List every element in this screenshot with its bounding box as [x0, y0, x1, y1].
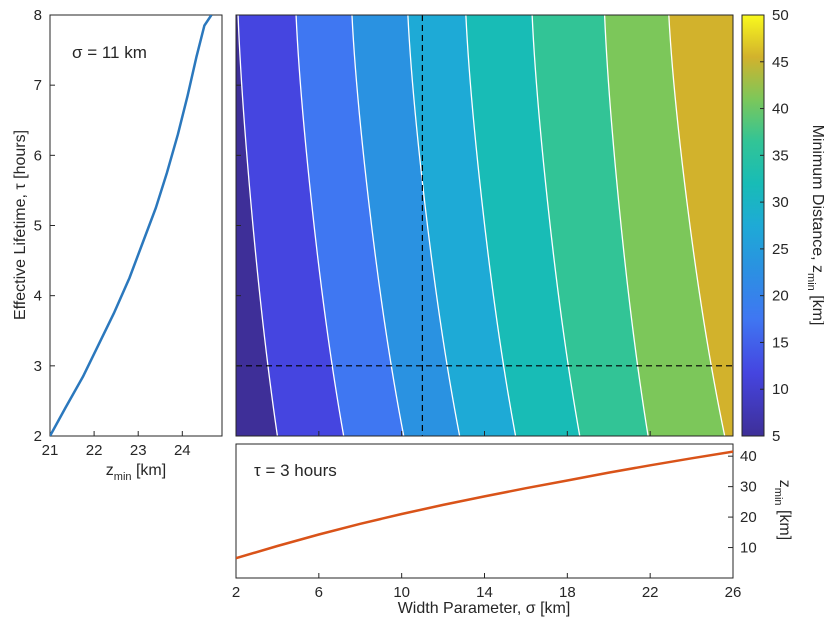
- left-ytick-label: 5: [34, 218, 42, 235]
- main-contours: [237, 15, 726, 436]
- colorbar-tick-label: 50: [772, 7, 789, 24]
- colorbar-tick-label: 40: [772, 101, 789, 118]
- contour-line: [603, 15, 649, 436]
- left-annotation: σ = 11 km: [72, 43, 147, 62]
- left-ytick-label: 7: [34, 77, 42, 94]
- left-series-line: [50, 15, 213, 436]
- contour-line: [237, 15, 279, 436]
- bottom-xtick-label: 14: [476, 584, 493, 601]
- heatmap-band: [532, 15, 649, 436]
- contour-line: [465, 15, 517, 436]
- left-xlabel: zmin [km]: [106, 462, 166, 483]
- heatmap-band: [604, 15, 725, 436]
- heatmap-band: [238, 15, 344, 436]
- bottom-annotation: τ = 3 hours: [254, 461, 337, 480]
- colorbar-label: Minimum Distance, zmin [km]: [805, 125, 824, 326]
- left-xtick-label: 22: [86, 442, 103, 459]
- left-xtick-label: 21: [42, 442, 59, 459]
- main-bands: [236, 15, 733, 436]
- left-ytick-label: 2: [34, 428, 42, 445]
- left-ytick-label: 3: [34, 358, 42, 375]
- left-ytick-label: 4: [34, 288, 42, 305]
- bottom-xtick-label: 10: [393, 584, 410, 601]
- colorbar-tick-label: 25: [772, 241, 789, 258]
- bottom-ytick-label: 10: [740, 540, 757, 557]
- heatmap-band: [236, 15, 278, 436]
- heatmap-band: [407, 15, 516, 436]
- contour-line: [668, 15, 726, 436]
- colorbar-gradient: [741, 14, 765, 437]
- colorbar-tick-label: 15: [772, 334, 789, 351]
- heatmap-band: [668, 15, 733, 436]
- bottom-ytick-label: 20: [740, 509, 757, 526]
- bottom-xtick-label: 18: [559, 584, 576, 601]
- heatmap-band: [296, 15, 404, 436]
- colorbar-tick-label: 45: [772, 54, 789, 71]
- main-ticks: [235, 14, 734, 437]
- left-axes-box: [49, 14, 223, 437]
- left-ytick-label: 6: [34, 147, 42, 164]
- contour-line: [531, 15, 581, 436]
- left-xtick-label: 24: [174, 442, 191, 459]
- bottom-ylabel: zmin [km]: [772, 480, 793, 540]
- bottom-xtick-label: 2: [232, 584, 240, 601]
- bottom-xlabel: Width Parameter, σ [km]: [398, 600, 571, 617]
- colorbar-tick-label: 5: [772, 428, 780, 445]
- colorbar: 5 10 15 20 25 30 35 40 45 50 Minimum Distance, zm…: [741, 7, 824, 445]
- heatmap-band: [351, 15, 460, 436]
- colorbar-tick-label: 35: [772, 147, 789, 164]
- contour-line: [295, 15, 345, 436]
- colorbar-tick-label: 30: [772, 194, 789, 211]
- colorbar-ticks: 5 10 15 20 25 30 35 40 45 50: [760, 7, 789, 445]
- bottom-xtick-label: 6: [315, 584, 323, 601]
- colorbar-tick-label: 10: [772, 381, 789, 398]
- main-panel: [235, 14, 734, 437]
- colorbar-tick-label: 20: [772, 288, 789, 305]
- bottom-xtick-label: 22: [642, 584, 659, 601]
- left-xtick-label: 23: [130, 442, 147, 459]
- contour-line: [407, 15, 461, 436]
- bottom-ytick-label: 40: [740, 448, 757, 465]
- bottom-series-line: [236, 450, 733, 560]
- left-ylabel: Effective Lifetime, τ [hours]: [12, 130, 29, 320]
- contour-line: [351, 15, 405, 436]
- bottom-ytick-label: 30: [740, 479, 757, 496]
- left-ytick-label: 8: [34, 7, 42, 24]
- heatmap-band: [465, 15, 580, 436]
- bottom-xtick-label: 26: [725, 584, 742, 601]
